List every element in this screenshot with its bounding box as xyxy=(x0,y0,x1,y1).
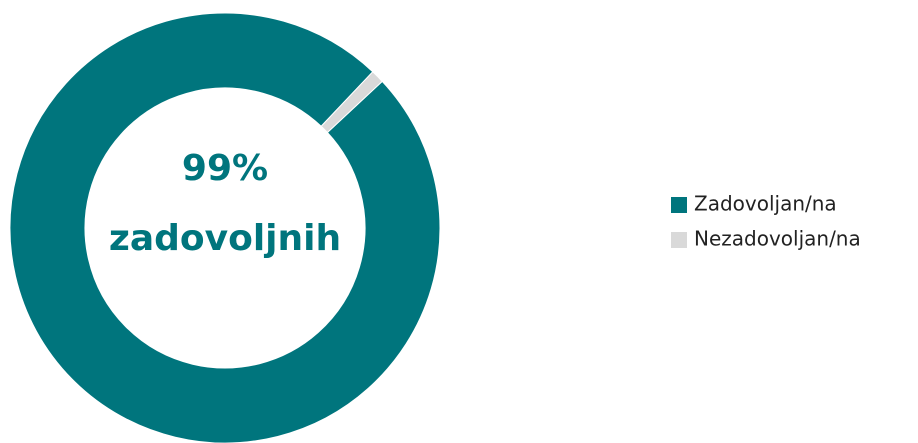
center-label: zadovoljnih xyxy=(109,218,341,259)
center-label: 99% xyxy=(182,148,268,189)
donut-slice xyxy=(9,12,441,443)
legend-label: Zadovoljan/na xyxy=(694,192,837,216)
donut-slice xyxy=(320,71,383,134)
legend-label: Nezadovoljan/na xyxy=(694,227,861,251)
legend-swatch xyxy=(671,232,687,248)
legend-swatch xyxy=(671,197,687,213)
